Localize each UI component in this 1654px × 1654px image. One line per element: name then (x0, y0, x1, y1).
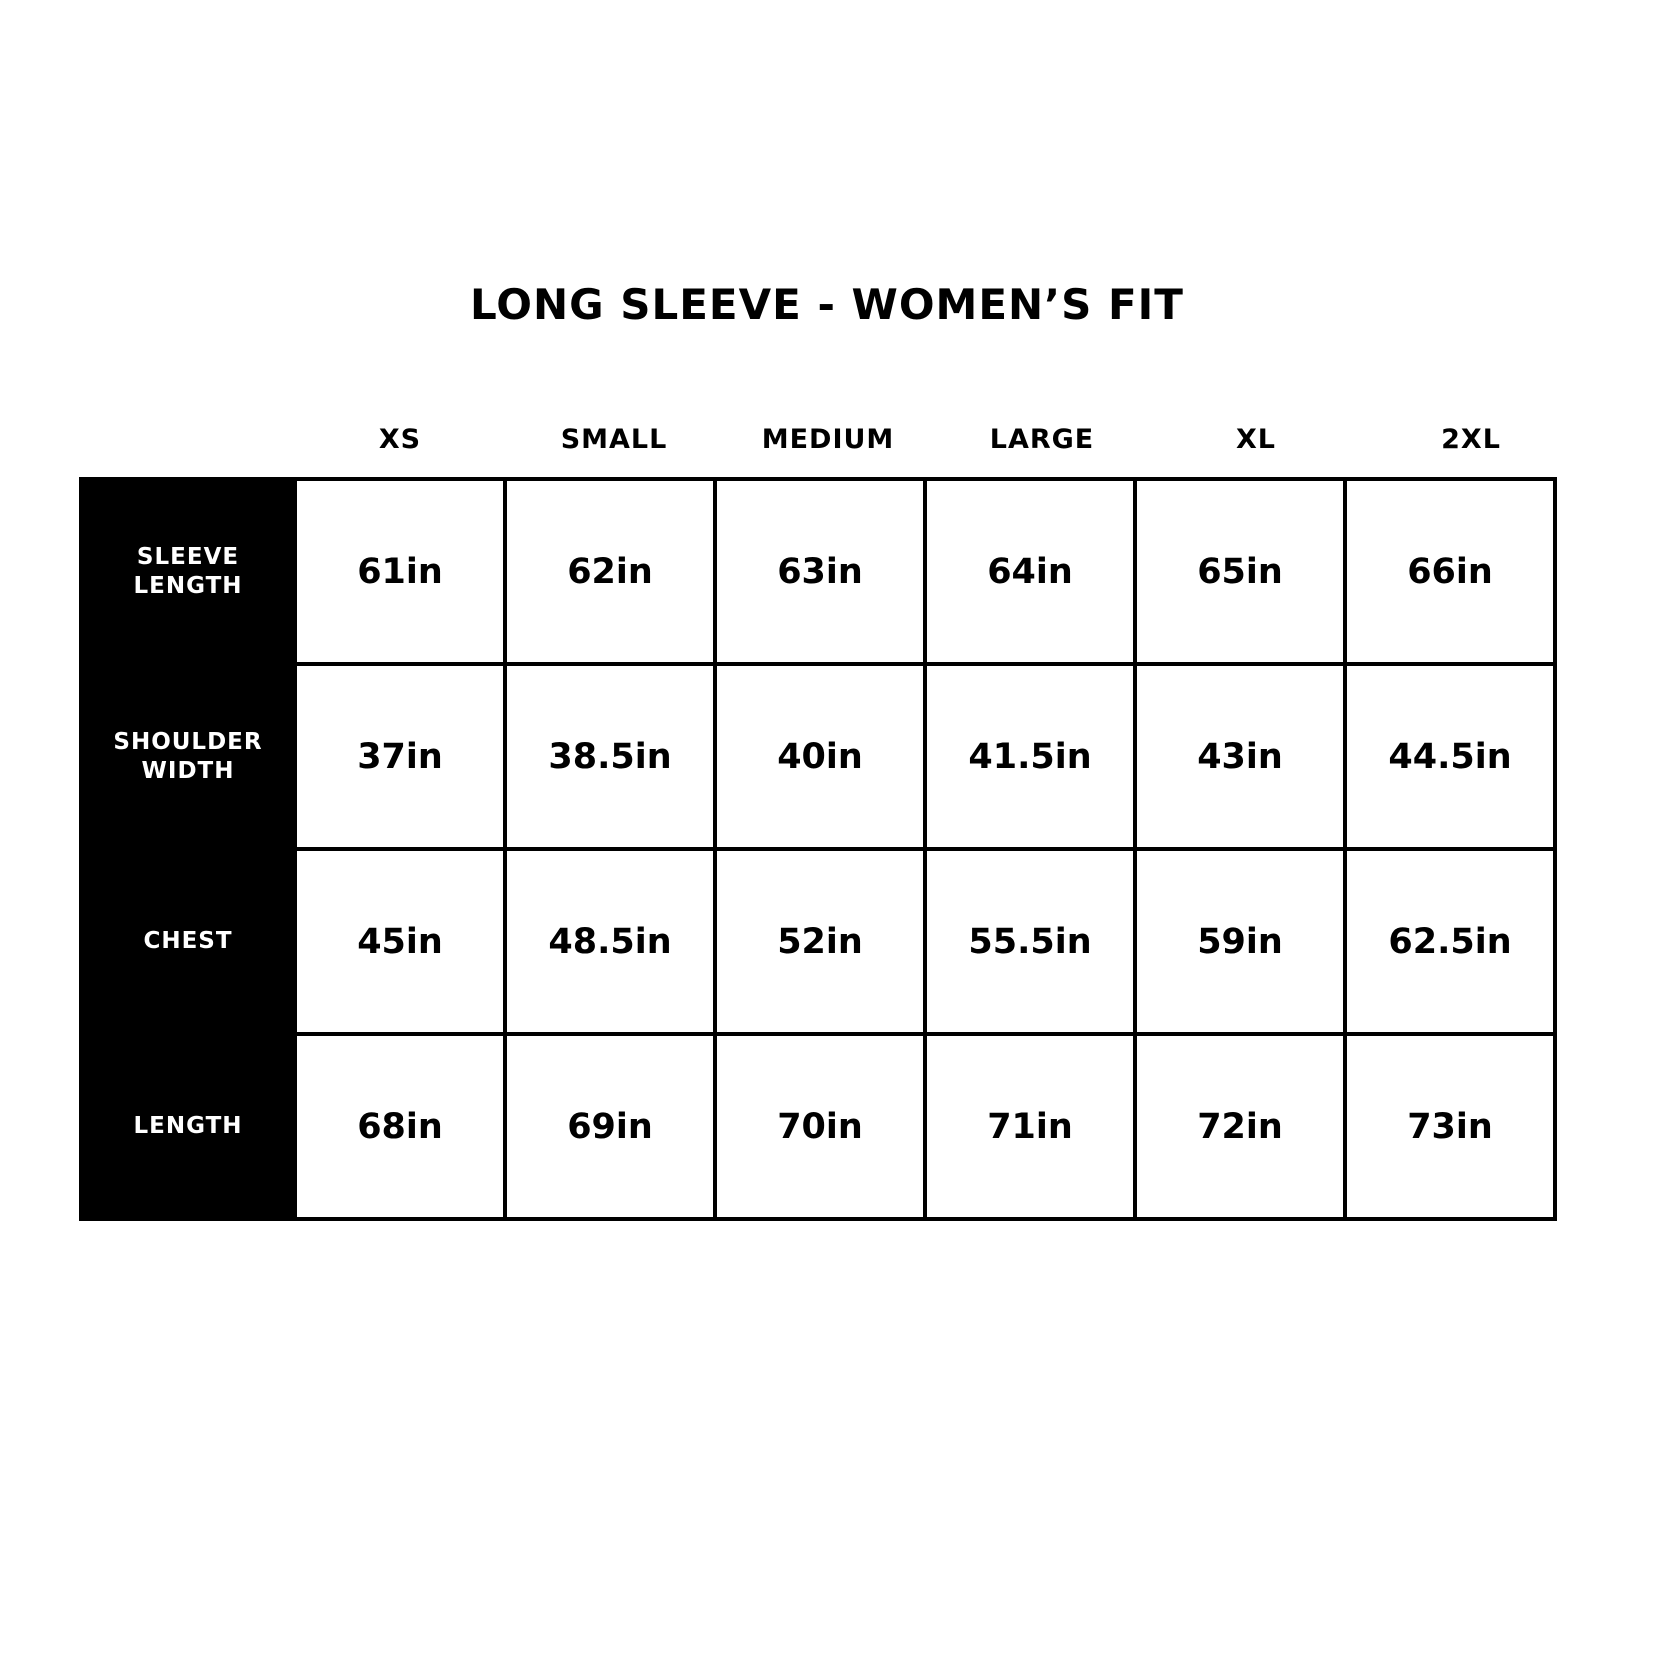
measurement-cell: 48.5in (503, 847, 717, 1036)
measurement-cell: 62in (503, 477, 717, 666)
size-chart-table: SLEEVE LENGTH 61in 62in 63in 64in 65in 66in SHOU… (79, 477, 1557, 1221)
size-header-medium: MEDIUM (761, 424, 895, 455)
row-label: LENGTH (79, 1032, 297, 1221)
measurement-cell: 41.5in (923, 662, 1137, 851)
measurement-cell: 61in (293, 477, 507, 666)
measurement-cell: 72in (1133, 1032, 1347, 1221)
size-header-xl: XL (1235, 424, 1277, 455)
row-label: SHOULDER WIDTH (79, 662, 297, 851)
measurement-cell: 55.5in (923, 847, 1137, 1036)
row-label: CHEST (79, 847, 297, 1036)
table-row: SLEEVE LENGTH 61in 62in 63in 64in 65in 66in (79, 477, 1557, 666)
measurement-cell: 71in (923, 1032, 1137, 1221)
measurement-cell: 62.5in (1343, 847, 1557, 1036)
size-header-small: SMALL (560, 424, 668, 455)
table-row: CHEST 45in 48.5in 52in 55.5in 59in 62.5in (79, 847, 1557, 1036)
measurement-cell: 59in (1133, 847, 1347, 1036)
measurement-cell: 65in (1133, 477, 1347, 666)
measurement-cell: 37in (293, 662, 507, 851)
measurement-cell: 63in (713, 477, 927, 666)
measurement-cell: 69in (503, 1032, 717, 1221)
page-title: LONG SLEEVE - WOMEN’S FIT (470, 280, 1184, 329)
measurement-cell: 66in (1343, 477, 1557, 666)
table-row: LENGTH 68in 69in 70in 71in 72in 73in (79, 1032, 1557, 1221)
measurement-cell: 38.5in (503, 662, 717, 851)
measurement-cell: 40in (713, 662, 927, 851)
measurement-cell: 64in (923, 477, 1137, 666)
size-header-large: LARGE (989, 424, 1095, 455)
measurement-cell: 43in (1133, 662, 1347, 851)
row-label-line: CHEST (143, 928, 233, 954)
measurement-cell: 73in (1343, 1032, 1557, 1221)
row-label-line: LENGTH (133, 1113, 243, 1139)
table-row: SHOULDER WIDTH 37in 38.5in 40in 41.5in 43in 44.… (79, 662, 1557, 851)
measurement-cell: 70in (713, 1032, 927, 1221)
size-header-xs: XS (378, 424, 422, 455)
measurement-cell: 45in (293, 847, 507, 1036)
size-header-2xl: 2XL (1441, 424, 1501, 455)
row-label-line: LENGTH (133, 572, 243, 599)
measurement-cell: 68in (293, 1032, 507, 1221)
row-label-line: SHOULDER (113, 728, 263, 755)
row-label-line: WIDTH (141, 757, 235, 784)
row-label-line: SLEEVE (136, 543, 240, 570)
row-label: SLEEVE LENGTH (79, 477, 297, 666)
measurement-cell: 44.5in (1343, 662, 1557, 851)
measurement-cell: 52in (713, 847, 927, 1036)
